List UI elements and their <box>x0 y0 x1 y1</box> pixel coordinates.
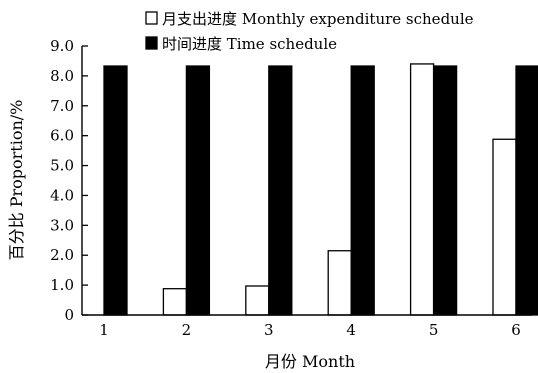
x-tick-label: 5 <box>429 321 439 339</box>
bar-time-schedule <box>350 65 375 316</box>
y-tick-label: 3.0 <box>50 216 74 234</box>
y-tick-label: 2.0 <box>50 246 74 264</box>
y-tick-label: 8.0 <box>50 67 74 85</box>
y-tick-label: 6.0 <box>50 127 74 145</box>
x-tick-label: 2 <box>182 321 192 339</box>
bar-monthly-expenditure <box>409 63 435 316</box>
y-tick-label: 5.0 <box>50 157 74 175</box>
y-tick-label: 1.0 <box>50 276 74 294</box>
bar-monthly-expenditure <box>492 138 517 316</box>
legend-label-monthly: 月支出进度 Monthly expenditure schedule <box>162 10 474 28</box>
y-axis-label: 百分比 Proportion/% <box>7 100 26 261</box>
bar-monthly-expenditure <box>245 285 270 316</box>
y-tick-label: 4.0 <box>50 186 74 204</box>
bar-time-schedule <box>515 65 538 316</box>
x-tick-label: 6 <box>511 321 521 339</box>
y-tick-label: 9.0 <box>50 37 74 55</box>
legend-label-time: 时间进度 Time schedule <box>162 35 337 53</box>
bar-monthly-expenditure <box>162 288 188 316</box>
y-tick-label: 7.0 <box>50 97 74 115</box>
bar-time-schedule <box>185 65 211 316</box>
bar-time-schedule <box>103 65 128 316</box>
y-tick-label: 0 <box>64 306 74 324</box>
x-tick-label: 3 <box>264 321 274 339</box>
bar-time-schedule <box>268 65 293 316</box>
bar-monthly-expenditure <box>327 250 352 316</box>
x-tick-label: 1 <box>99 321 109 339</box>
x-axis-label: 月份 Month <box>265 352 355 371</box>
legend-swatch-monthly <box>145 11 158 25</box>
bar-time-schedule <box>432 65 458 316</box>
legend-swatch-time <box>145 36 158 50</box>
plot-area: 0 1.0 2.0 3.0 4.0 5.0 6.0 7.0 8.0 9.0 1 2 3 4 5 6 <box>50 37 538 339</box>
legend: 月支出进度 Monthly expenditure schedule 时间进度 … <box>145 10 474 53</box>
x-tick-label: 4 <box>346 321 356 339</box>
